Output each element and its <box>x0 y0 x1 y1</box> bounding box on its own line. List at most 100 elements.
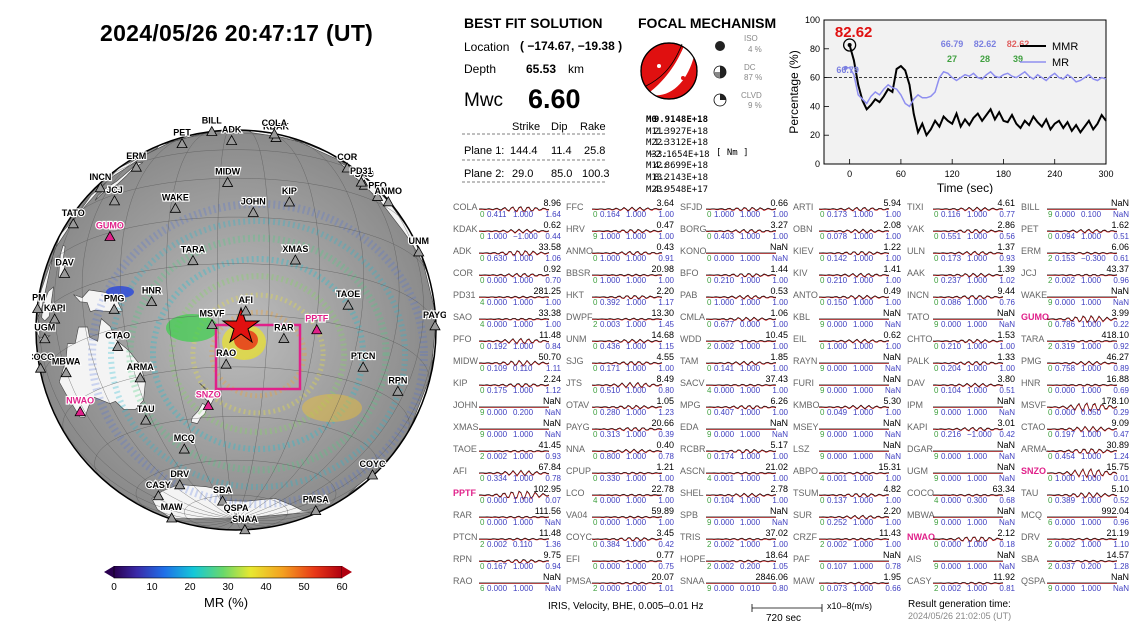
station-marker[interactable]: WAKE <box>161 191 190 213</box>
station-panel[interactable]: EDA NaN 9 0.000 1.000 NaN <box>680 418 788 439</box>
station-panel[interactable]: MCQ 992.04 6 0.000 1.000 0.96 <box>1021 506 1130 527</box>
station-panel[interactable]: YAK 2.86 0 0.551 1.000 0.56 <box>907 220 1016 241</box>
station-panel[interactable]: JOHN NaN 9 0.000 0.200 NaN <box>453 396 561 417</box>
station-marker[interactable]: AFI <box>237 294 254 316</box>
station-panel[interactable]: LSZ NaN 9 0.000 1.000 NaN <box>793 440 901 461</box>
station-marker[interactable]: RPN <box>387 374 408 396</box>
station-panel[interactable]: DAV 3.80 0 0.104 1.000 0.51 <box>907 374 1016 395</box>
station-panel[interactable]: TAOE 41.45 2 0.002 1.000 0.93 <box>453 440 562 461</box>
station-panel[interactable]: FFC 3.64 0 0.164 1.000 1.00 <box>566 198 675 219</box>
station-panel[interactable]: JTS 8.49 0 0.510 1.000 0.80 <box>566 374 675 395</box>
station-panel[interactable]: SNAA 2846.06 9 0.000 0.010 0.80 <box>680 572 789 593</box>
station-marker[interactable]: COYC <box>358 458 387 480</box>
station-panel[interactable]: EIL 0.620 1.000 1.000 1.00 <box>793 330 902 351</box>
station-panel[interactable]: DRV 21.19 2 0.002 1.000 1.10 <box>1021 528 1130 549</box>
station-marker[interactable]: COLA <box>260 117 289 139</box>
station-marker[interactable]: MSVF <box>198 308 226 330</box>
station-panel[interactable]: INCN 9.44 0 0.086 1.000 0.76 <box>907 286 1016 307</box>
station-marker[interactable]: JCJ <box>105 184 124 206</box>
station-panel[interactable]: KIP 2.24 0 0.175 1.000 1.12 <box>453 374 562 395</box>
station-panel[interactable]: PFO 11.48 0 0.192 1.000 0.84 <box>453 330 562 351</box>
station-panel[interactable]: AAK 1.39 0 0.237 1.000 1.02 <box>907 264 1016 285</box>
station-marker[interactable]: PMSA <box>302 494 330 516</box>
station-marker[interactable]: QSPA <box>223 502 250 524</box>
station-panel[interactable]: AFI 67.84 0 0.334 1.000 0.78 <box>453 462 562 483</box>
station-panel[interactable]: UNM 14.68 0 0.436 1.000 1.15 <box>566 330 675 351</box>
station-marker[interactable]: JOHN <box>240 195 267 217</box>
station-marker[interactable]: TAOE <box>335 288 361 310</box>
station-panel[interactable]: MBWA NaN 9 0.000 1.000 NaN <box>907 506 1015 527</box>
station-panel[interactable]: OBN 2.08 0 0.078 1.000 1.00 <box>793 220 902 241</box>
station-panel[interactable]: DGAR NaN 9 0.000 1.000 NaN <box>907 440 1015 461</box>
station-marker[interactable]: CTAO <box>104 329 131 351</box>
station-marker[interactable]: ADK <box>221 124 243 146</box>
station-marker[interactable]: SNAA <box>231 513 259 535</box>
station-panel[interactable]: VA04 59.89 0 0.000 1.000 1.00 <box>566 506 675 527</box>
station-marker[interactable]: MBWA <box>51 356 82 378</box>
station-panel[interactable]: TAU 5.10 0 0.389 1.000 0.52 <box>1021 484 1130 505</box>
station-panel[interactable]: SUR 2.20 0 0.252 1.000 1.00 <box>793 506 902 527</box>
station-marker[interactable]: HNR <box>141 285 163 307</box>
station-panel[interactable]: COR 0.92 0 0.000 1.000 0.70 <box>453 264 562 285</box>
station-marker[interactable]: MAW <box>160 501 184 523</box>
station-marker[interactable]: KAPI <box>43 302 67 324</box>
station-panel[interactable]: DWPF 13.30 2 0.003 1.000 1.45 <box>566 308 675 329</box>
station-marker[interactable]: PAYG <box>422 309 446 331</box>
station-panel[interactable]: ERM 6.06 2 0.153 −0.300 0.61 <box>1021 242 1130 263</box>
station-panel[interactable]: COLA 8.96 0 0.411 1.000 1.64 <box>453 198 562 219</box>
station-marker[interactable]: MIDW <box>214 165 242 187</box>
station-marker[interactable]: SAO <box>353 168 375 190</box>
station-panel[interactable]: HNR 16.88 0 0.000 1.000 0.69 <box>1021 374 1130 395</box>
station-panel[interactable]: CTAO 9.09 0 0.197 1.000 0.47 <box>1021 418 1130 439</box>
station-panel[interactable]: PET 1.62 0 0.094 1.000 0.51 <box>1021 220 1130 241</box>
station-panel[interactable]: MIDW 50.70 0 0.109 0.110 1.11 <box>453 352 562 373</box>
station-panel[interactable]: GUMO 3.99 0 0.786 1.000 0.22 <box>1021 308 1130 329</box>
station-marker[interactable]: PET <box>172 127 192 149</box>
station-panel[interactable]: UGM NaN 9 0.000 1.000 NaN <box>907 462 1015 483</box>
station-panel[interactable]: TARA 418.10 2 0.319 1.000 0.92 <box>1021 330 1130 351</box>
station-panel[interactable]: SACV 37.43 4 0.000 1.000 1.00 <box>680 374 789 395</box>
station-panel[interactable]: ASCN 21.02 4 0.001 1.000 1.00 <box>680 462 789 483</box>
station-panel[interactable]: CRZF 11.43 2 0.002 1.000 1.00 <box>793 528 902 549</box>
station-panel[interactable]: SPB NaN 9 0.000 1.000 NaN <box>680 506 788 527</box>
station-panel[interactable]: COYC 3.45 0 0.384 1.000 0.42 <box>566 528 675 549</box>
station-marker[interactable]: COCO <box>32 351 55 373</box>
station-panel[interactable]: NNA 0.40 0 0.800 1.000 0.78 <box>566 440 675 461</box>
station-panel[interactable]: BORG 3.27 0 0.403 1.000 1.00 <box>680 220 789 241</box>
station-panel[interactable]: TAM 1.85 0 0.141 1.000 1.00 <box>680 352 789 373</box>
station-panel[interactable]: WDD 10.45 2 0.002 1.000 1.00 <box>680 330 789 351</box>
station-panel[interactable]: ABPO 15.31 4 0.001 1.000 1.00 <box>793 462 902 483</box>
station-marker[interactable]: TARA <box>180 243 207 265</box>
station-marker[interactable]: PD31 <box>349 165 374 187</box>
station-panel[interactable]: CASY 11.92 2 0.002 1.000 0.81 <box>907 572 1016 593</box>
station-panel[interactable]: LCO 22.78 4 0.000 1.000 1.00 <box>566 484 675 505</box>
station-panel[interactable]: CPUP 1.21 0 0.330 1.000 1.00 <box>566 462 675 483</box>
station-panel[interactable]: RPN 9.75 0 0.167 1.000 0.94 <box>453 550 562 571</box>
station-marker[interactable]: SNZO <box>195 388 222 410</box>
station-panel[interactable]: RAO NaN 6 0.000 1.000 NaN <box>453 572 561 593</box>
station-marker[interactable]: PFO <box>367 179 388 201</box>
station-panel[interactable]: QSPA NaN 9 0.000 1.000 NaN <box>1021 572 1129 593</box>
station-marker[interactable]: SBA <box>212 484 234 506</box>
station-panel[interactable]: EFI 0.77 0 0.000 1.000 0.75 <box>566 550 675 571</box>
station-panel[interactable]: ANTO 0.49 0 0.150 1.000 1.00 <box>793 286 902 307</box>
station-marker[interactable]: GUMO <box>95 219 125 241</box>
station-panel[interactable]: PAB 0.530 1.000 1.000 1.00 <box>680 286 789 307</box>
station-panel[interactable]: HKT 2.20 0 0.392 1.000 1.17 <box>566 286 675 307</box>
station-panel[interactable]: KDAK 0.62 0 1.000 −1.000 0.44 <box>453 220 562 241</box>
station-marker[interactable]: COR <box>336 151 359 173</box>
station-panel[interactable]: IPM NaN 9 0.000 1.000 NaN <box>907 396 1015 417</box>
station-panel[interactable]: ARMA 30.89 0 0.454 1.000 1.24 <box>1021 440 1130 461</box>
station-marker[interactable]: TATO <box>61 207 86 229</box>
station-panel[interactable]: KONO NaN 0 0.000 1.000 NaN <box>680 242 788 263</box>
station-panel[interactable]: COCO 63.34 4 0.000 0.300 0.68 <box>907 484 1016 505</box>
station-marker[interactable]: DRV <box>169 468 190 490</box>
station-panel[interactable]: BILL NaN 9 0.000 0.100 NaN <box>1021 198 1129 219</box>
station-marker[interactable]: UGM <box>33 322 56 344</box>
station-panel[interactable]: SNZO 15.750 1.000 1.000 0.01 <box>1021 462 1130 483</box>
station-panel[interactable]: TATO NaN 9 0.000 1.000 NaN <box>907 308 1015 329</box>
station-panel[interactable]: XMAS NaN 9 0.000 1.000 NaN <box>453 418 561 439</box>
station-marker[interactable]: ARMA <box>126 361 155 383</box>
station-panel[interactable]: CMLA 1.06 0 0.677 0.000 1.00 <box>680 308 789 329</box>
station-panel[interactable]: PALK 1.33 0 0.204 1.000 1.00 <box>907 352 1016 373</box>
